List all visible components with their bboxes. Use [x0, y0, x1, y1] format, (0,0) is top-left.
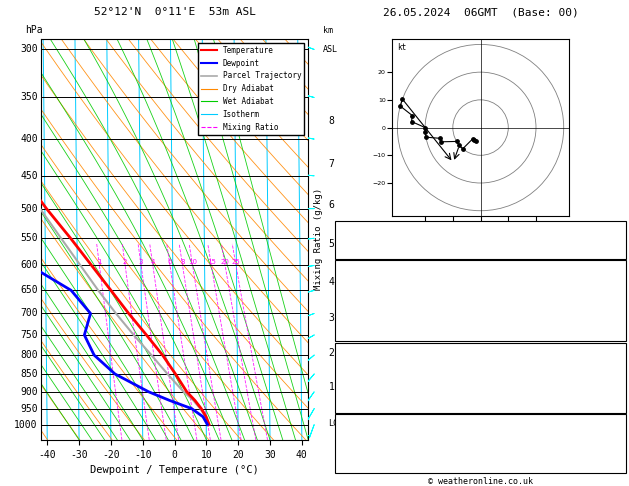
Text: 1.94: 1.94: [599, 245, 623, 256]
Point: [408, 112, 418, 120]
Text: 2: 2: [617, 306, 623, 316]
Text: 10.9: 10.9: [599, 274, 623, 284]
Text: 950: 950: [20, 404, 38, 414]
Point: [452, 138, 462, 145]
Text: CIN (J): CIN (J): [338, 399, 379, 409]
Text: Temp (°C): Temp (°C): [338, 274, 391, 284]
Text: Lifted Index: Lifted Index: [338, 306, 409, 316]
Text: 16: 16: [611, 460, 623, 470]
Text: PW (cm): PW (cm): [338, 245, 379, 256]
Text: 5: 5: [328, 239, 335, 249]
Text: 1: 1: [97, 260, 102, 265]
Text: 550: 550: [20, 233, 38, 243]
Text: CIN (J): CIN (J): [338, 328, 379, 338]
Point: [420, 128, 430, 136]
Legend: Temperature, Dewpoint, Parcel Trajectory, Dry Adiabat, Wet Adiabat, Isotherm, Mi: Temperature, Dewpoint, Parcel Trajectory…: [198, 43, 304, 135]
Point: [469, 136, 479, 143]
Text: 450: 450: [20, 171, 38, 181]
Text: 5: 5: [617, 399, 623, 409]
Point: [421, 133, 431, 141]
Point: [395, 102, 405, 110]
Text: 218°: 218°: [599, 449, 623, 459]
Text: θₑ (K): θₑ (K): [338, 367, 374, 377]
Text: 350: 350: [20, 92, 38, 103]
Text: 2: 2: [617, 378, 623, 388]
Text: 52: 52: [611, 235, 623, 245]
Text: kt: kt: [398, 43, 407, 52]
Text: 4: 4: [328, 277, 335, 287]
Text: 8: 8: [328, 116, 335, 126]
Text: 8: 8: [181, 260, 185, 265]
Text: 800: 800: [20, 350, 38, 360]
Text: hPa: hPa: [25, 25, 43, 35]
Text: 52: 52: [611, 438, 623, 449]
Text: EH: EH: [338, 428, 350, 438]
Text: StmDir: StmDir: [338, 449, 374, 459]
Text: 1000: 1000: [14, 419, 38, 430]
Text: Pressure (mb): Pressure (mb): [338, 356, 415, 366]
Text: 700: 700: [20, 309, 38, 318]
Text: 15: 15: [207, 260, 216, 265]
Point: [420, 123, 430, 131]
Text: 305: 305: [605, 295, 623, 306]
Text: 25: 25: [231, 260, 240, 265]
Text: 500: 500: [20, 204, 38, 214]
Text: 2: 2: [617, 388, 623, 399]
Text: 52°12'N  0°11'E  53m ASL: 52°12'N 0°11'E 53m ASL: [94, 7, 255, 17]
Text: SREH: SREH: [338, 438, 362, 449]
Text: 1: 1: [328, 382, 335, 392]
Text: 26.05.2024  06GMT  (Base: 00): 26.05.2024 06GMT (Base: 00): [382, 7, 579, 17]
Text: θₑ(K): θₑ(K): [338, 295, 368, 306]
Text: 73: 73: [611, 428, 623, 438]
Text: 600: 600: [20, 260, 38, 270]
Text: 3: 3: [139, 260, 143, 265]
Text: 7: 7: [328, 159, 335, 169]
Point: [435, 135, 445, 142]
Text: 306: 306: [605, 367, 623, 377]
Text: StmSpd (kt): StmSpd (kt): [338, 460, 403, 470]
Text: 650: 650: [20, 285, 38, 295]
Point: [454, 141, 464, 149]
Text: K: K: [338, 224, 344, 234]
Text: Surface: Surface: [460, 263, 501, 274]
Text: ASL: ASL: [323, 45, 338, 54]
Text: Totals Totals: Totals Totals: [338, 235, 415, 245]
Text: 400: 400: [20, 134, 38, 144]
Point: [437, 138, 447, 146]
Text: km: km: [323, 26, 333, 35]
Point: [406, 118, 416, 125]
Point: [398, 95, 408, 103]
Text: 6: 6: [168, 260, 172, 265]
Text: 20: 20: [221, 260, 230, 265]
Point: [458, 145, 468, 153]
Text: Lifted Index: Lifted Index: [338, 378, 409, 388]
Text: 0: 0: [617, 328, 623, 338]
Text: 26: 26: [611, 224, 623, 234]
Text: 10: 10: [188, 260, 197, 265]
Text: Most Unstable: Most Unstable: [442, 346, 519, 356]
Text: 6: 6: [328, 200, 335, 210]
Text: Hodograph: Hodograph: [454, 417, 507, 427]
Text: CAPE (J): CAPE (J): [338, 388, 386, 399]
X-axis label: Dewpoint / Temperature (°C): Dewpoint / Temperature (°C): [90, 465, 259, 475]
Text: Mixing Ratio (g/kg): Mixing Ratio (g/kg): [313, 188, 323, 291]
Text: 900: 900: [20, 387, 38, 397]
Text: 2: 2: [123, 260, 127, 265]
Text: CAPE (J): CAPE (J): [338, 317, 386, 327]
Text: LCL: LCL: [328, 419, 343, 428]
Text: 2: 2: [328, 348, 335, 358]
Text: 300: 300: [20, 44, 38, 54]
Point: [470, 137, 481, 144]
Text: 0: 0: [617, 317, 623, 327]
Point: [467, 135, 477, 143]
Text: 3: 3: [328, 313, 335, 323]
Text: 850: 850: [20, 369, 38, 379]
Text: 4: 4: [151, 260, 155, 265]
Text: © weatheronline.co.uk: © weatheronline.co.uk: [428, 477, 533, 486]
Text: 10.4: 10.4: [599, 285, 623, 295]
Text: 750: 750: [20, 330, 38, 340]
Text: 900: 900: [605, 356, 623, 366]
Text: Dewp (°C): Dewp (°C): [338, 285, 391, 295]
